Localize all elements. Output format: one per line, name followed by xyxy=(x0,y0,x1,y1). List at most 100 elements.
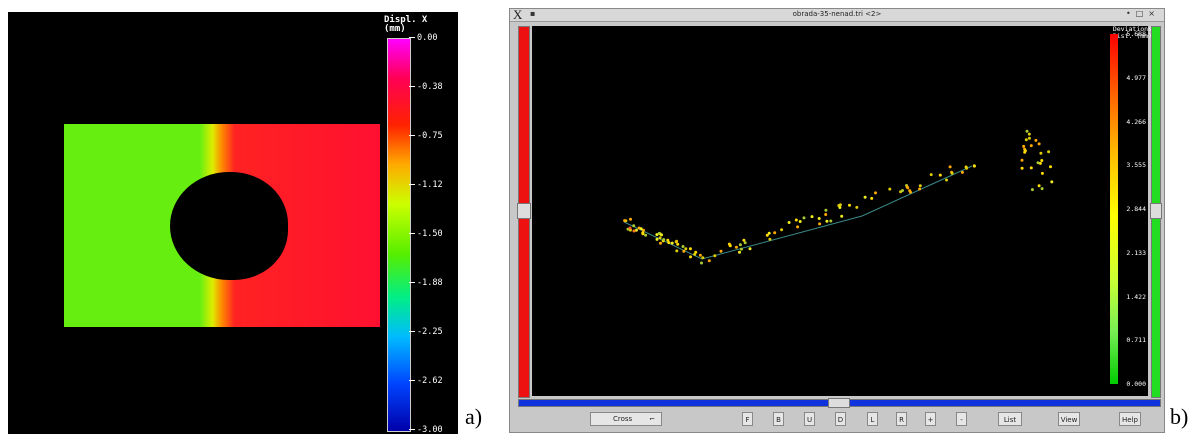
deviation-point xyxy=(1025,129,1029,133)
list-button[interactable]: List xyxy=(998,412,1022,426)
deviation-point xyxy=(698,253,702,257)
deviation-point xyxy=(675,249,679,253)
deviation-point xyxy=(1037,142,1041,146)
deviation-point xyxy=(802,216,806,220)
window-title: obrada-35-nenad.tri <2> xyxy=(792,10,882,18)
x-logo-icon[interactable]: X xyxy=(513,7,523,22)
deviation-point xyxy=(929,173,933,177)
deviation-point xyxy=(1024,138,1028,142)
colorbar-tick-label: -2.25 xyxy=(409,327,457,337)
colorbar-tick-label: -3.00 xyxy=(409,425,457,435)
deviation-point xyxy=(655,233,659,237)
deviation-tick-label: 2.844 xyxy=(1126,205,1146,213)
toolbar: Cross ⌐ F B U D L R + - List View Help xyxy=(510,408,1164,432)
bottom-scroll-thumb[interactable] xyxy=(828,398,850,408)
view-right-button[interactable]: R xyxy=(896,412,907,426)
deviation-tick-label: 0.000 xyxy=(1126,380,1146,388)
deviation-point xyxy=(1027,136,1031,140)
deviation-point xyxy=(674,240,678,244)
deviation-point xyxy=(1050,180,1054,184)
deviation-point xyxy=(738,243,742,247)
deviation-point xyxy=(655,237,659,241)
help-button[interactable]: Help xyxy=(1119,412,1141,426)
view-up-button[interactable]: U xyxy=(804,412,815,426)
deviation-point xyxy=(738,250,741,254)
colorbar-tick-label: -1.50 xyxy=(409,229,457,239)
maximize-icon[interactable]: □ xyxy=(1135,9,1149,18)
deviation-point xyxy=(1030,188,1034,192)
displacement-panel: Displ. X (mm) 0.00 -0.38 -0.75 -1.12 -1.50 -1… xyxy=(8,12,458,435)
deviation-point xyxy=(1047,150,1051,154)
deviation-point xyxy=(707,259,711,263)
view-button[interactable]: View xyxy=(1058,412,1080,426)
deviation-point xyxy=(810,215,814,219)
deviation-point xyxy=(632,229,636,233)
mode-select[interactable]: Cross ⌐ xyxy=(590,412,662,426)
deviation-point xyxy=(888,187,892,191)
deviation-point xyxy=(662,238,666,242)
deviation-point xyxy=(765,233,769,237)
view-back-button[interactable]: B xyxy=(773,412,784,426)
deviation-point xyxy=(632,224,636,228)
deviation-point xyxy=(739,247,743,251)
deviation-point xyxy=(670,241,674,245)
displacement-colorbar xyxy=(387,38,411,432)
deviation-point xyxy=(748,247,752,251)
deviation-point xyxy=(642,228,645,232)
window-menu-icon[interactable]: ▪ xyxy=(530,9,536,18)
deviation-point xyxy=(848,203,851,207)
colorbar-tick-label: 0.00 xyxy=(409,33,457,43)
close-icon[interactable]: × xyxy=(1148,9,1160,18)
deviation-point xyxy=(700,261,703,265)
deviation-colorbar xyxy=(1110,34,1118,384)
deviation-tick-label: 1.422 xyxy=(1126,292,1146,301)
colorbar-tick-label: -0.38 xyxy=(409,82,457,92)
deviation-point xyxy=(623,219,627,223)
colorbar-tick-label: -0.75 xyxy=(409,131,457,141)
3d-viewport[interactable]: Deviations Dist. (mm) 5.688 4.977 4.266 3.5… xyxy=(532,26,1152,396)
colorbar-tick-label: -1.88 xyxy=(409,278,457,288)
colorbar-tick-label: -2.62 xyxy=(409,376,457,386)
right-scroll-thumb[interactable] xyxy=(1150,203,1162,219)
deviation-point xyxy=(829,219,833,223)
deviation-point xyxy=(840,214,844,218)
deviation-point xyxy=(1049,165,1052,169)
deviation-point xyxy=(666,238,670,242)
deviation-point xyxy=(1022,144,1026,148)
deviation-point xyxy=(824,208,828,212)
deviation-tick-label: 4.977 xyxy=(1126,73,1146,82)
deviation-point xyxy=(629,217,632,221)
view-down-button[interactable]: D xyxy=(835,412,846,426)
deviation-point xyxy=(734,245,738,249)
deviation-point xyxy=(818,222,822,226)
colorbar-title: Displ. X (mm) xyxy=(384,15,428,34)
deviation-point xyxy=(918,187,922,191)
minimize-icon[interactable]: • xyxy=(1126,9,1136,18)
view-left-button[interactable]: L xyxy=(867,412,878,426)
deviation-point xyxy=(1020,166,1024,170)
zoom-out-button[interactable]: - xyxy=(956,412,967,426)
deviation-point xyxy=(960,170,964,174)
deviation-point xyxy=(659,241,662,245)
deviation-tick-label: 2.133 xyxy=(1126,248,1146,257)
deviation-point xyxy=(948,165,952,169)
deviation-point xyxy=(909,190,912,194)
panel-label-b: b) xyxy=(1170,404,1189,429)
deviation-point xyxy=(1023,149,1027,153)
deviation-point xyxy=(689,255,692,259)
view-front-button[interactable]: F xyxy=(742,412,753,426)
deviation-point xyxy=(628,226,632,230)
deviation-point xyxy=(874,191,877,195)
deviation-point xyxy=(906,186,910,190)
left-scroll-thumb[interactable] xyxy=(517,203,531,219)
deviation-point xyxy=(694,250,698,254)
deviation-point xyxy=(728,244,732,248)
deviation-point xyxy=(780,228,784,232)
deviation-tick-label: 4.266 xyxy=(1126,117,1146,126)
deviation-point xyxy=(676,242,680,246)
deviation-point xyxy=(817,217,821,220)
zoom-in-button[interactable]: + xyxy=(925,412,936,426)
deviation-point xyxy=(855,205,859,209)
deviation-tick-label: 5.688 xyxy=(1126,30,1146,38)
deviation-point xyxy=(658,236,662,240)
